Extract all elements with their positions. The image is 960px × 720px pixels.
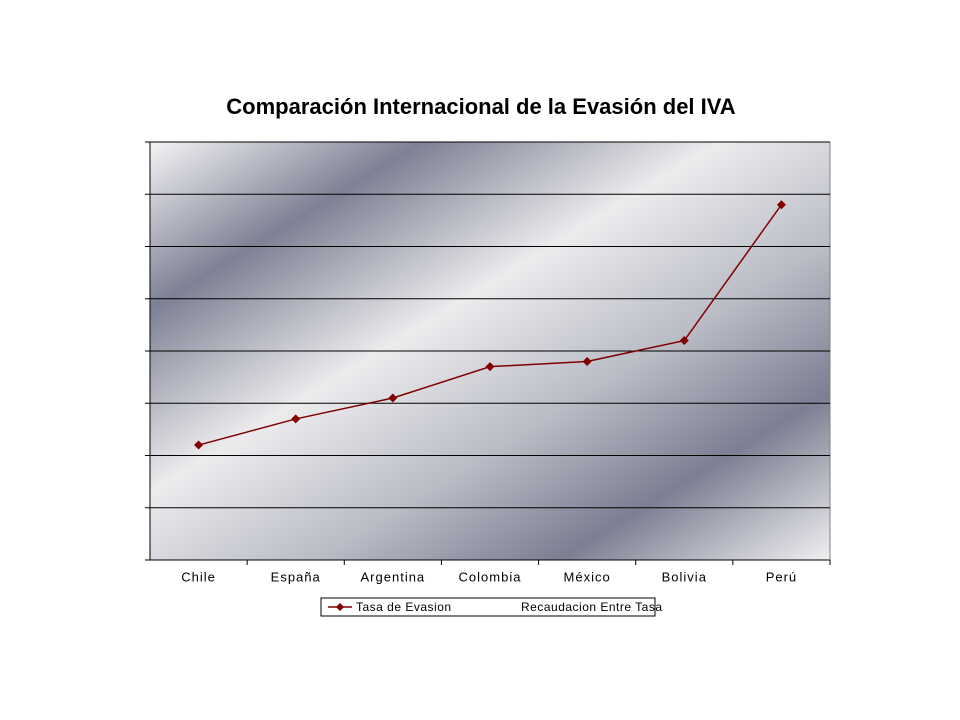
x-tick-label: Argentina (361, 569, 426, 584)
legend (320, 597, 656, 617)
x-tick-label: Perú (766, 569, 797, 584)
point (194, 440, 204, 450)
legend-marker (336, 603, 344, 611)
x-tick-label: Chile (181, 569, 216, 584)
legend-label: Tasa de Evasion (356, 600, 452, 614)
point (291, 414, 301, 424)
point (485, 362, 495, 372)
point (582, 356, 592, 366)
point (388, 393, 398, 403)
x-tick-label: Colombia (459, 569, 522, 584)
point (679, 336, 689, 346)
x-tick-label: Bolivia (662, 569, 707, 584)
x-tick-label: España (271, 569, 321, 584)
chart-title: Comparación Internacional de la Evasión … (226, 94, 736, 119)
point (776, 200, 786, 210)
legend-label: Recaudacion Entre Tasa (521, 600, 663, 614)
x-tick-label: México (564, 569, 611, 584)
